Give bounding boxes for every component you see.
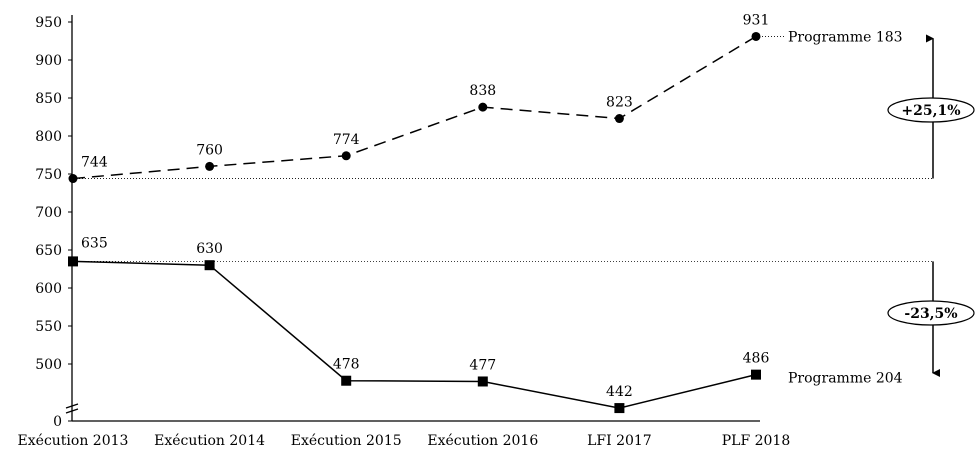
y-tick-label: 700 [35, 205, 62, 221]
data-label: 774 [333, 132, 360, 148]
data-point [751, 369, 761, 380]
axes: 0 500 550 600 650 700 750 800 850 900 950 Exécution… [18, 15, 791, 449]
marks: 744 760 774 838 823 931 635 630 478 477 442 486 Prog… [68, 12, 975, 414]
data-point [614, 403, 625, 414]
y-tick-label: 650 [35, 243, 62, 259]
y-tick-label: 950 [35, 15, 62, 31]
x-tick-label: Exécution 2016 [427, 433, 538, 449]
x-tick-label: PLF 2018 [722, 433, 791, 449]
axis-break-icon [65, 403, 79, 414]
y-tick-label: 500 [35, 357, 62, 373]
x-tick-label: Exécution 2013 [18, 433, 129, 449]
data-label: 442 [606, 384, 633, 400]
data-label: 478 [333, 357, 360, 373]
data-label: 630 [196, 241, 223, 257]
data-label: 760 [196, 142, 223, 158]
data-label: 477 [469, 357, 496, 373]
y-tick-label: 850 [35, 91, 62, 107]
data-point [614, 114, 624, 124]
data-point [477, 376, 488, 387]
series-line-0 [72, 35, 757, 180]
x-tick-label: Exécution 2014 [154, 433, 265, 449]
y-tick-label: 800 [35, 129, 62, 145]
y-tick-label: 0 [53, 414, 62, 430]
data-point [204, 260, 215, 271]
data-point [478, 102, 488, 112]
annotation-label: -23,5% [904, 306, 957, 322]
series-label: Programme 183 [788, 29, 903, 45]
y-tick-label: 900 [35, 53, 62, 69]
series-line-1 [72, 260, 757, 409]
data-label: 838 [469, 83, 496, 99]
x-tick-label: Exécution 2015 [291, 433, 402, 449]
annotation-badge [887, 300, 975, 326]
y-tick-label: 600 [35, 281, 62, 297]
series-label: Programme 204 [788, 371, 903, 387]
data-label: 931 [743, 12, 770, 28]
x-tick-label: LFI 2017 [587, 433, 652, 449]
annotation-badge [887, 97, 975, 123]
data-point [341, 151, 351, 161]
y-tick-label: 550 [35, 319, 62, 335]
data-label: 744 [81, 155, 108, 171]
data-label: 823 [606, 95, 633, 111]
data-label: 486 [743, 351, 770, 367]
y-tick-label: 750 [35, 167, 62, 183]
data-label: 635 [81, 235, 108, 251]
annotation-label: +25,1% [901, 103, 960, 119]
data-point [341, 375, 352, 386]
data-point [205, 161, 215, 171]
